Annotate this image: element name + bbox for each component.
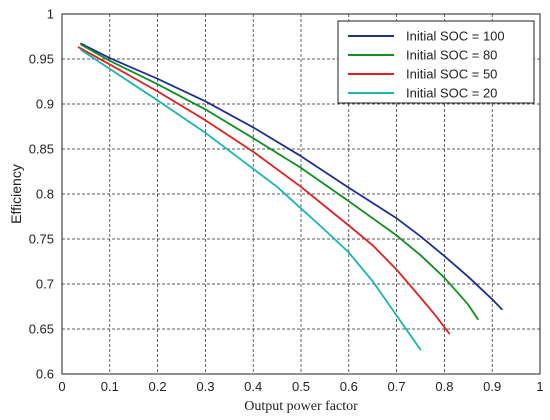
x-tick-label: 0.2 — [149, 379, 167, 394]
x-tick-label: 0.6 — [340, 379, 358, 394]
y-tick-label: 0.9 — [36, 97, 54, 112]
series-line-soc-2 — [77, 46, 451, 335]
x-tick-label: 0.1 — [101, 379, 119, 394]
y-axis-ticks: 0.6 0.65 0.7 0.75 0.8 0.85 0.9 0.95 1 — [29, 7, 54, 382]
y-tick-label: 0.7 — [36, 277, 54, 292]
x-tick-label: 0.3 — [196, 379, 214, 394]
plot-frame — [61, 13, 541, 375]
x-tick-label: 0.8 — [435, 379, 453, 394]
x-tick-label: 1 — [536, 379, 543, 394]
legend-box — [337, 20, 535, 104]
legend-entry-label: Initial SOC = 20 — [406, 86, 497, 101]
y-tick-label: 0.95 — [29, 52, 54, 67]
series-line-soc-0 — [80, 42, 503, 311]
x-tick-label: 0.9 — [483, 379, 501, 394]
legend-entry-label: Initial SOC = 80 — [406, 48, 497, 63]
legend-entry-label: Initial SOC = 100 — [406, 29, 505, 44]
series-lines — [77, 42, 503, 351]
y-tick-label: 0.6 — [36, 367, 54, 382]
y-tick-label: 1 — [47, 7, 54, 22]
y-tick-label: 0.75 — [29, 232, 54, 247]
x-tick-label: 0 — [58, 379, 65, 394]
x-tick-label: 0.5 — [292, 379, 310, 394]
x-tick-label: 0.7 — [388, 379, 406, 394]
y-tick-label: 0.65 — [29, 322, 54, 337]
x-tick-label: 0.4 — [244, 379, 262, 394]
x-axis-label: Output power factor — [244, 399, 358, 414]
series-line-soc-1 — [80, 43, 479, 321]
y-axis-label: Efficiency — [8, 164, 24, 224]
legend-entry-label: Initial SOC = 50 — [406, 67, 497, 82]
series-line-soc-3 — [80, 49, 422, 351]
y-tick-label: 0.8 — [36, 187, 54, 202]
y-tick-label: 0.85 — [29, 142, 54, 157]
legend: Initial SOC = 100 Initial SOC = 80 Initial… — [337, 20, 535, 104]
x-axis-ticks: 0 0.1 0.2 0.3 0.4 0.5 0.6 0.7 0.8 0.9 1 — [58, 379, 543, 394]
